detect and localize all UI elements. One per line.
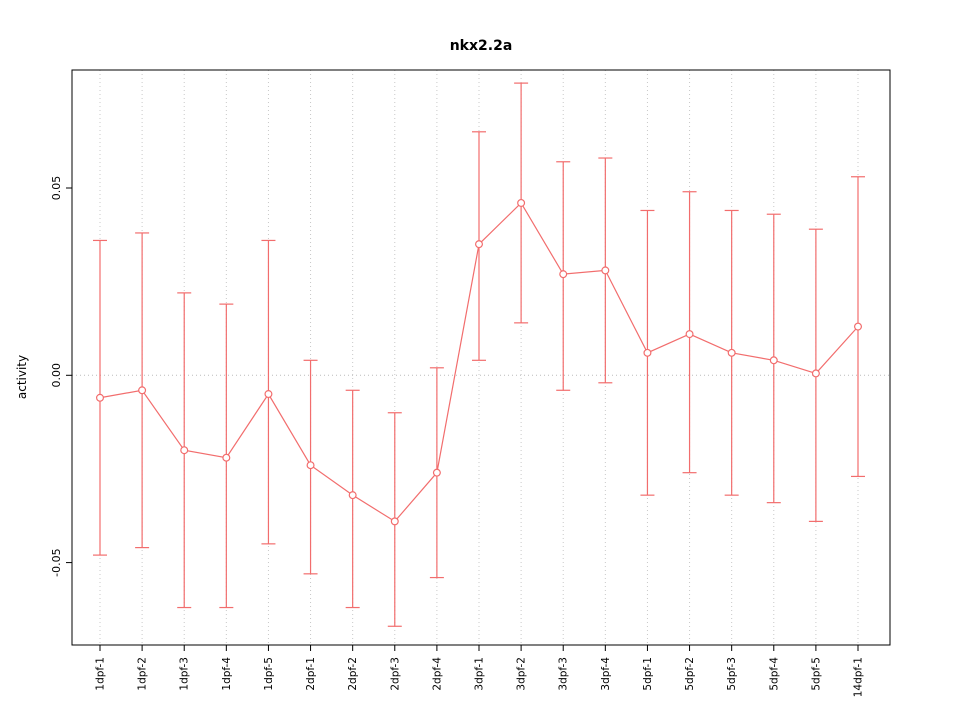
y-tick-label: -0.05 bbox=[50, 548, 63, 576]
data-point bbox=[643, 348, 652, 357]
x-tick-label: 2dpf-4 bbox=[431, 657, 443, 691]
x-tick-label: 1dpf-4 bbox=[221, 657, 233, 691]
x-tick-label: 5dpf-4 bbox=[768, 657, 780, 691]
x-tick-label: 3dpf-1 bbox=[474, 657, 486, 691]
data-point bbox=[264, 390, 273, 399]
x-tick-label: 2dpf-1 bbox=[305, 657, 317, 691]
x-tick-label: 5dpf-5 bbox=[810, 657, 822, 691]
x-tick-label: 3dpf-3 bbox=[558, 657, 570, 691]
data-point bbox=[727, 348, 736, 357]
x-tick-label: 1dpf-1 bbox=[95, 657, 107, 691]
data-point bbox=[306, 461, 315, 470]
data-point bbox=[138, 386, 147, 395]
data-point bbox=[180, 446, 189, 455]
plot-border bbox=[71, 69, 891, 646]
data-point bbox=[811, 369, 820, 378]
data-point bbox=[390, 517, 399, 526]
data-point bbox=[222, 453, 231, 462]
data-point bbox=[853, 322, 862, 331]
x-tick-label: 1dpf-3 bbox=[179, 657, 191, 691]
x-tick-label: 14dpf-1 bbox=[853, 657, 865, 697]
data-point bbox=[769, 356, 778, 365]
x-tick-label: 5dpf-2 bbox=[684, 657, 696, 691]
data-point bbox=[601, 266, 610, 275]
data-point bbox=[95, 393, 104, 402]
x-tick-label: 2dpf-3 bbox=[389, 657, 401, 691]
x-tick-label: 5dpf-1 bbox=[642, 657, 654, 691]
x-tick-label: 3dpf-4 bbox=[600, 657, 612, 691]
x-tick-label: 1dpf-5 bbox=[263, 657, 275, 691]
data-point bbox=[517, 198, 526, 207]
chart-title: nkx2.2a bbox=[449, 38, 513, 54]
data-point bbox=[475, 240, 484, 249]
data-point bbox=[348, 491, 357, 500]
y-tick-label: 0.00 bbox=[50, 363, 63, 388]
data-point bbox=[685, 330, 694, 339]
y-tick-label: 0.05 bbox=[50, 176, 63, 201]
data-point bbox=[559, 270, 568, 279]
data-point bbox=[432, 468, 441, 477]
x-tick-label: 3dpf-2 bbox=[516, 657, 528, 691]
x-tick-label: 1dpf-2 bbox=[137, 657, 149, 691]
x-tick-label: 2dpf-2 bbox=[347, 657, 359, 691]
x-tick-label: 5dpf-3 bbox=[726, 657, 738, 691]
